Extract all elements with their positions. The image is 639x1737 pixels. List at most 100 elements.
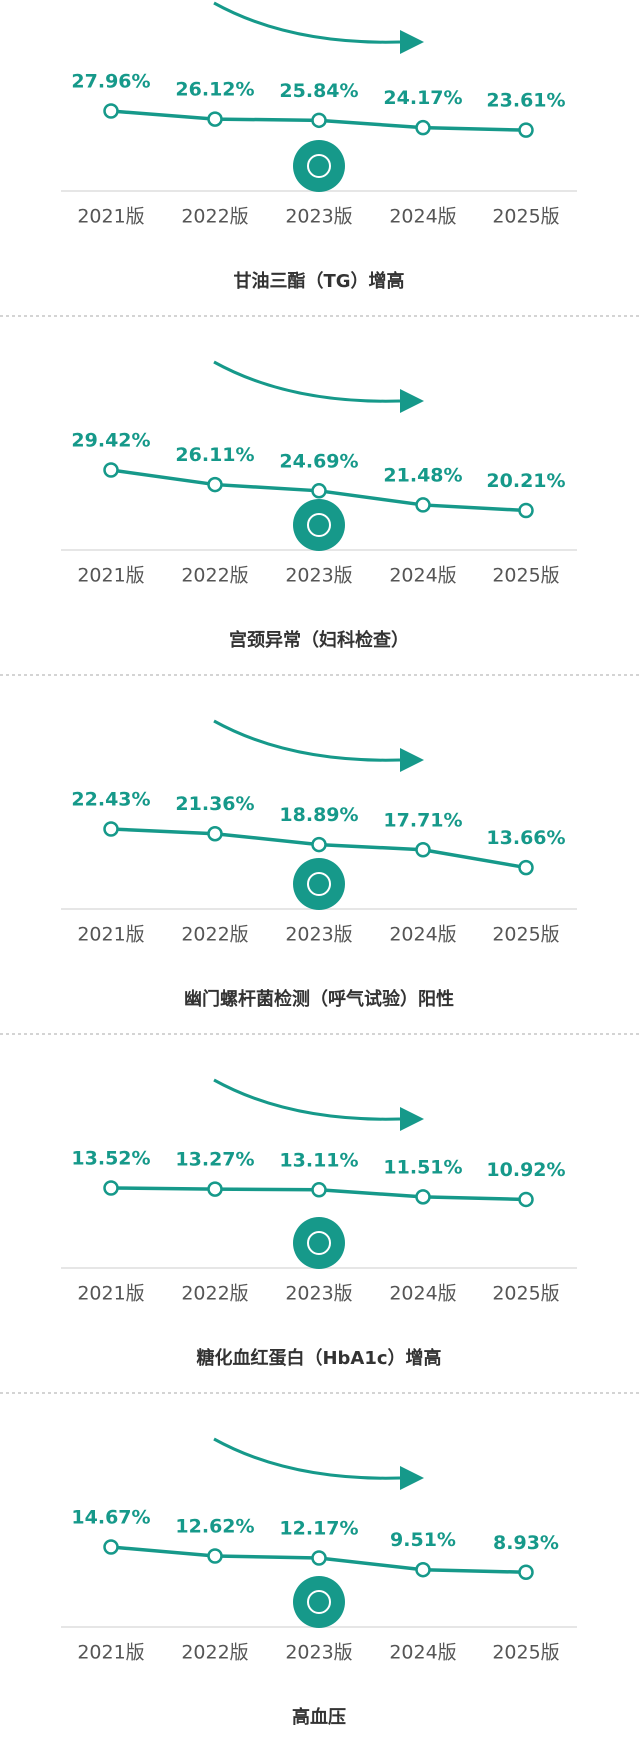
x-tick-label: 2022版: [181, 1642, 248, 1664]
point: [311, 1550, 327, 1566]
point: [518, 859, 534, 876]
point: [518, 122, 534, 138]
x-tick-label: 2021版: [77, 206, 144, 228]
x-tick-label: 2023版: [285, 206, 352, 228]
chart-title: 幽门螺杆菌检测（呼气试验）阳性: [184, 988, 454, 1010]
value-label: 9.51%: [390, 1529, 456, 1551]
point: [415, 119, 431, 136]
x-tick-label: 2021版: [77, 1642, 144, 1664]
value-label: 13.66%: [486, 827, 565, 849]
value-label: 23.61%: [486, 90, 565, 112]
value-label: 22.43%: [71, 789, 150, 811]
value-label: 10.92%: [486, 1159, 565, 1181]
chart-panel: 13.52% 2021版 13.27% 2022版 13.11% 2023版 11.51% 2…: [0, 1078, 639, 1394]
trend-arrowhead: [400, 1466, 424, 1490]
point: [311, 483, 327, 499]
point: [415, 1561, 431, 1578]
value-label: 18.89%: [279, 804, 358, 826]
point: [311, 112, 327, 129]
icon-glyph: [307, 154, 331, 178]
trend-arrow: [213, 360, 401, 403]
x-tick-label: 2025版: [492, 206, 559, 228]
point: [207, 111, 223, 127]
value-label: 24.69%: [279, 450, 358, 472]
x-tick-label: 2022版: [181, 206, 248, 228]
x-tick-label: 2024版: [389, 1283, 456, 1305]
value-label: 13.52%: [71, 1148, 150, 1170]
value-label: 8.93%: [493, 1532, 559, 1554]
x-tick-label: 2024版: [389, 565, 456, 587]
chart-title: 糖化血红蛋白（HbA1c）增高: [196, 1347, 441, 1369]
chart-title: 高血压: [292, 1706, 346, 1728]
trend-arrow: [213, 1078, 401, 1121]
icon: [293, 858, 345, 910]
chart-panel: 14.67% 2021版 12.62% 2022版 12.17% 2023版 9.51% 20…: [61, 1437, 577, 1728]
value-label: 14.67%: [71, 1507, 150, 1529]
chart-title: 宫颈异常（妇科检查）: [229, 629, 409, 651]
value-label: 13.27%: [175, 1149, 254, 1171]
point: [103, 103, 119, 119]
chart-title: 甘油三酯（TG）增高: [233, 270, 404, 292]
x-tick-label: 2022版: [181, 924, 248, 946]
value-label: 11.51%: [383, 1156, 462, 1178]
value-label: 24.17%: [383, 87, 462, 109]
point: [207, 1181, 223, 1197]
x-tick-label: 2025版: [492, 1283, 559, 1305]
trend-arrow: [213, 1437, 401, 1480]
value-label: 13.11%: [279, 1149, 358, 1171]
x-tick-label: 2021版: [77, 565, 144, 587]
point: [103, 821, 119, 837]
icon: [293, 1576, 345, 1628]
icon-glyph: [307, 513, 331, 537]
icon-glyph: [307, 872, 331, 896]
icon-glyph: [307, 1231, 331, 1255]
value-label: 29.42%: [71, 430, 150, 452]
point: [103, 462, 119, 478]
value-label: 21.48%: [383, 464, 462, 486]
value-label: 20.21%: [486, 470, 565, 492]
point: [103, 1539, 119, 1555]
trend-arrowhead: [400, 1107, 424, 1131]
x-tick-label: 2022版: [181, 565, 248, 587]
x-tick-label: 2024版: [389, 206, 456, 228]
point: [311, 1182, 327, 1198]
point: [103, 1180, 119, 1196]
trend-arrowhead: [400, 30, 424, 54]
x-tick-label: 2025版: [492, 924, 559, 946]
value-label: 17.71%: [383, 809, 462, 831]
x-tick-label: 2025版: [492, 1642, 559, 1664]
x-tick-label: 2023版: [285, 1283, 352, 1305]
trend-arrowhead: [400, 389, 424, 413]
x-tick-label: 2024版: [389, 924, 456, 946]
icon: [293, 1217, 345, 1269]
x-tick-label: 2025版: [492, 565, 559, 587]
point: [518, 1564, 534, 1581]
chart-panel: 22.43% 2021版 21.36% 2022版 18.89% 2023版 17.71% 2…: [0, 719, 639, 1035]
point: [415, 1189, 431, 1205]
point: [415, 497, 431, 513]
value-label: 21.36%: [175, 793, 254, 815]
point: [207, 1548, 223, 1564]
trend-arrowhead: [400, 748, 424, 772]
point: [207, 825, 223, 842]
value-label: 25.84%: [279, 80, 358, 102]
x-tick-label: 2021版: [77, 1283, 144, 1305]
trend-arrow: [213, 1, 401, 44]
icon: [293, 140, 345, 192]
value-label: 12.62%: [175, 1516, 254, 1538]
x-tick-label: 2023版: [285, 1642, 352, 1664]
trend-arrow: [213, 719, 401, 762]
x-tick-label: 2024版: [389, 1642, 456, 1664]
icon: [293, 499, 345, 551]
x-tick-label: 2023版: [285, 565, 352, 587]
value-label: 12.17%: [279, 1518, 358, 1540]
point: [518, 1191, 534, 1208]
value-label: 27.96%: [71, 71, 150, 93]
point: [311, 836, 327, 853]
x-tick-label: 2023版: [285, 924, 352, 946]
x-tick-label: 2021版: [77, 924, 144, 946]
point: [207, 476, 223, 493]
point: [518, 502, 534, 519]
chart-panel: 29.42% 2021版 26.11% 2022版 24.69% 2023版 21.48% 2…: [0, 360, 639, 676]
